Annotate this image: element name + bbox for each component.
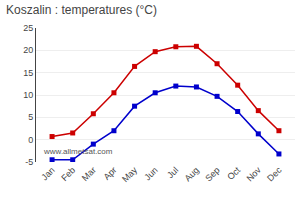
svg-text:Dec: Dec: [265, 165, 284, 184]
svg-text:Apr: Apr: [102, 165, 119, 182]
svg-text:Feb: Feb: [59, 165, 77, 183]
svg-text:Jan: Jan: [39, 165, 56, 182]
svg-text:May: May: [120, 165, 139, 184]
svg-text:10: 10: [23, 90, 33, 100]
svg-text:Jun: Jun: [142, 165, 159, 182]
svg-text:5: 5: [28, 112, 33, 122]
svg-text:Koszalin : temperatures (°C): Koszalin : temperatures (°C): [6, 3, 157, 17]
svg-text:Jul: Jul: [165, 165, 180, 180]
svg-text:-5: -5: [25, 157, 33, 167]
svg-text:Sep: Sep: [203, 165, 221, 183]
svg-text:15: 15: [23, 68, 33, 78]
svg-text:Nov: Nov: [245, 165, 264, 184]
svg-text:Aug: Aug: [183, 165, 201, 183]
svg-text:Oct: Oct: [225, 165, 242, 182]
svg-text:0: 0: [28, 135, 33, 145]
svg-text:20: 20: [23, 45, 33, 55]
svg-text:www.allmetsat.com: www.allmetsat.com: [43, 147, 113, 156]
svg-text:Mar: Mar: [80, 165, 98, 183]
svg-text:25: 25: [23, 23, 33, 33]
